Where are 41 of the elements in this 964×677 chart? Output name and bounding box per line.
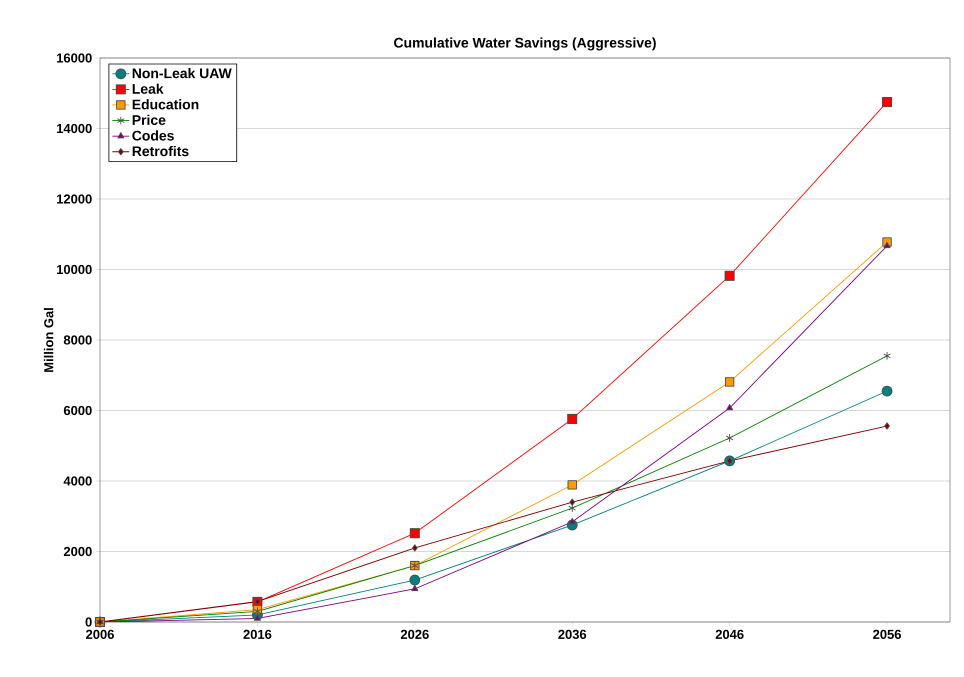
point [726,457,732,465]
y-tick-label: 14000 [57,124,92,134]
y-tick-label: 4000 [64,476,92,486]
point [568,518,576,524]
point [724,270,735,281]
point [882,97,892,108]
y-tick-label: 6000 [64,406,92,416]
point [411,584,418,592]
point [409,574,420,586]
legend-label: Retrofits [132,146,189,156]
y-tick-label: 10000 [57,264,92,274]
legend-label: Codes [132,130,174,141]
point [569,498,576,506]
x-tick-label: 2036 [558,630,586,639]
chart-title: Cumulative Water Savings (Aggressive) [394,37,656,50]
point [884,242,891,248]
point [254,598,260,606]
x-tick-label: 2006 [86,630,114,639]
x-tick-label: 2046 [716,630,744,639]
y-tick-label: 2000 [64,546,92,556]
legend-label: Education [132,99,198,110]
y-tick-label: 12000 [57,194,92,204]
point [724,377,734,387]
legend-label: Leak [132,84,164,94]
y-tick-label: 8000 [64,335,92,345]
x-tick-label: 2016 [243,630,272,639]
x-tick-label: 2026 [400,630,429,639]
point [726,404,734,410]
legend-label: Price [132,114,166,126]
point [882,386,892,396]
x-tick-label: 2056 [873,630,901,639]
point [567,414,578,424]
point [568,480,577,490]
legend-label: Non-Leak UAW [132,68,232,78]
point [412,544,418,552]
point [410,528,420,538]
point [884,422,890,430]
y-tick-label: 0 [86,617,92,627]
point [254,614,261,621]
y-tick-label: 16000 [57,53,92,63]
y-axis-title: Million Gal [44,308,54,372]
